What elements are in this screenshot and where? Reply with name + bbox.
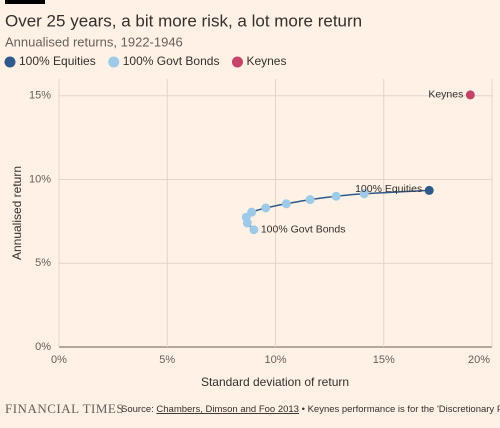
x-axis-title: Standard deviation of return [201,375,349,389]
chart-subtitle: Annualised returns, 1922-1946 [5,34,183,49]
x-tick-label: 15% [373,354,395,366]
y-tick-label: 0% [35,341,51,353]
point [261,203,271,213]
legend-label: 100% Equities [19,54,96,68]
brand: FINANCIAL TIMES [5,401,124,416]
legend-marker [108,56,120,68]
point [247,207,257,217]
source-rest: • Keynes performance is for the 'Discret… [299,404,500,415]
annotation: Keynes [428,89,463,101]
legend-label: Keynes [246,54,286,68]
legend-marker [4,56,16,68]
x-tick-label: 5% [159,354,175,366]
point [281,199,291,209]
point [424,185,434,195]
y-tick-label: 15% [29,90,51,102]
annotation: 100% Govt Bonds [261,224,346,236]
y-tick-label: 10% [29,173,51,185]
legend-marker [231,56,243,68]
source-prefix: Source: [121,404,156,415]
y-tick-label: 5% [35,257,51,269]
source: Source: Chambers, Dimson and Foo 2013 • … [121,404,500,415]
point [249,225,259,235]
source-link[interactable]: Chambers, Dimson and Foo 2013 [156,404,299,415]
chart-title: Over 25 years, a bit more risk, a lot mo… [5,11,362,30]
point [305,195,315,205]
point [331,191,341,201]
x-tick-label: 20% [468,354,490,366]
top-bar [5,0,45,4]
y-axis-title: Annualised return [10,166,24,260]
annotation: 100% Equities [355,183,422,195]
point [465,90,475,100]
point [359,189,369,199]
x-tick-label: 10% [264,354,286,366]
x-tick-label: 0% [51,354,67,366]
legend-label: 100% Govt Bonds [123,54,220,68]
